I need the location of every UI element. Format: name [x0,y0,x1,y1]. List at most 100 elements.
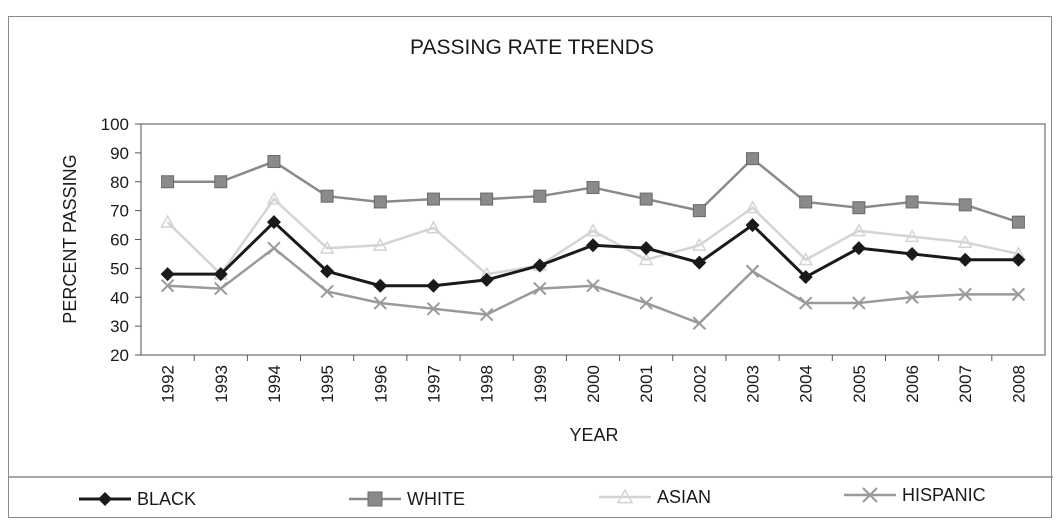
y-tick-label: 100 [101,115,129,134]
x-tick-label: 2001 [637,365,656,403]
data-point-white [214,175,228,189]
data-point-white [692,204,706,218]
x-tick-label: 2000 [584,365,603,403]
data-point-white [905,195,919,209]
y-tick-label: 70 [110,202,129,221]
data-point-black [958,252,973,267]
legend-marker-asian [616,488,634,504]
data-point-hispanic [160,278,175,293]
data-point-asian [160,214,175,228]
x-tick-label: 1992 [159,365,178,403]
y-tick-label: 90 [110,144,129,163]
x-tick-label: 1994 [265,365,284,403]
data-point-asian [692,237,707,251]
data-point-black [745,218,760,233]
x-tick-label: 1997 [424,365,443,403]
data-point-hispanic [745,264,760,278]
x-tick-label: 1996 [371,365,390,403]
data-point-asian [745,200,760,214]
data-point-hispanic [639,296,653,310]
data-point-white [586,181,600,195]
data-point-asian [798,252,813,266]
y-tick-label: 40 [110,288,129,307]
data-point-hispanic [320,284,334,299]
data-point-black [426,278,441,293]
data-point-black [160,267,175,282]
data-point-hispanic [958,287,972,302]
data-point-white [161,175,175,189]
data-point-asian [585,223,601,237]
x-tick-label: 1995 [318,365,337,403]
line-chart: PASSING RATE TRENDS 20 30 40 50 60 70 80 90 100 1… [9,36,1053,509]
legend-label-hispanic: HISPANIC [902,485,986,505]
data-point-white [267,155,281,169]
data-point-hispanic [214,281,228,296]
data-point-white [639,192,653,206]
data-point-hispanic [586,278,600,293]
x-tick-label: 1993 [212,365,231,403]
data-point-asian [266,191,282,205]
data-point-hispanic [373,296,388,310]
x-tick-label: 2005 [850,365,869,403]
y-tick-label: 50 [110,259,129,278]
data-point-white [799,195,813,209]
data-point-black [320,264,335,279]
data-point-white [320,189,334,203]
y-tick-label: 20 [110,346,129,365]
data-point-hispanic [852,296,866,310]
y-tick-label: 30 [110,317,129,336]
legend-label-white: WHITE [407,489,465,509]
legend-marker-hispanic [862,487,878,503]
data-point-hispanic [1011,287,1026,302]
x-tick-label: 2007 [956,365,975,403]
data-point-hispanic [479,307,494,322]
data-point-white [746,152,760,166]
data-point-hispanic [533,281,547,296]
data-point-black [798,270,813,285]
legend-marker-black [98,492,112,506]
legend-marker-white [367,491,383,507]
data-point-hispanic [798,296,813,310]
data-point-black [213,267,228,282]
x-tick-label: 2004 [797,365,816,403]
data-point-black [266,215,281,230]
data-point-hispanic [905,290,919,304]
data-point-asian [957,234,973,248]
data-point-black [639,241,654,256]
x-tick-label: 2002 [690,365,709,403]
legend: BLACK WHITE ASIAN HISPANIC [79,485,986,509]
x-tick-label: 1998 [478,365,497,403]
data-point-black [479,272,494,287]
chart-title: PASSING RATE TRENDS [410,36,654,59]
data-point-asian [426,220,441,234]
data-point-white [533,189,547,203]
data-point-black [1011,252,1026,267]
x-axis-title: YEAR [569,425,618,445]
data-point-hispanic [267,241,281,255]
data-point-asian [638,252,654,266]
data-point-asian [904,229,920,243]
data-point-white [426,192,440,206]
data-point-white [480,192,494,206]
chart-frame: PASSING RATE TRENDS 20 30 40 50 60 70 80 90 100 1… [8,16,1053,518]
data-point-black [373,278,388,293]
data-point-black [586,238,600,253]
x-tick-label: 2008 [1009,365,1028,403]
series-line-asian [166,197,1019,277]
data-point-black [692,255,707,270]
data-point-black [532,258,547,273]
data-point-hispanic [692,316,707,330]
y-axis-title: PERCENT PASSING [60,154,80,323]
data-point-black [905,246,920,261]
y-tick-label: 80 [110,173,129,192]
legend-label-asian: ASIAN [657,487,711,507]
y-tick-label: 60 [110,231,129,250]
data-point-asian [373,237,388,251]
data-point-asian [851,223,867,237]
data-point-white [958,198,972,212]
x-tick-label: 2006 [903,365,922,403]
data-point-white [1011,215,1025,229]
plot-area: 20 30 40 50 60 70 80 90 100 1992 1993 1994 1995 1996 1… [101,115,1046,403]
data-point-white [373,195,387,209]
x-tick-label: 1999 [531,365,550,403]
